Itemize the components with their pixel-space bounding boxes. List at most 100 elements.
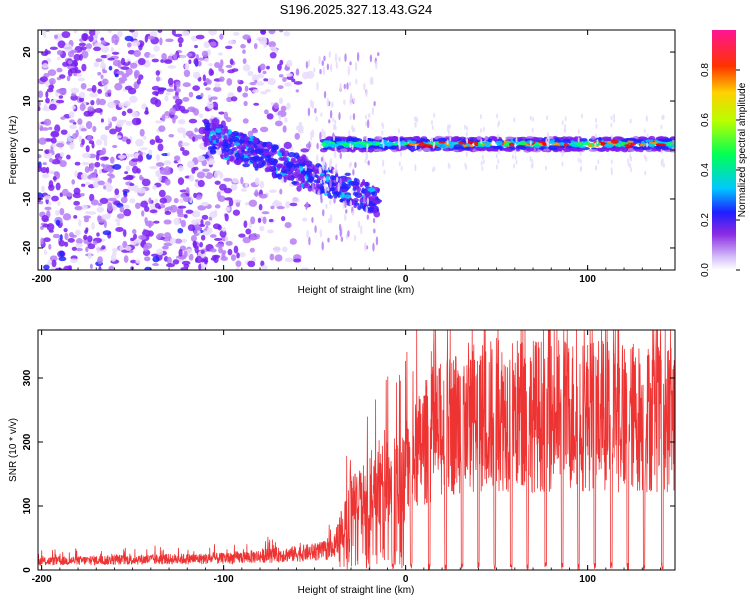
heat-cell (307, 59, 311, 68)
heat-cell (248, 199, 258, 207)
heat-cell (68, 111, 75, 119)
heat-cell (199, 241, 203, 248)
heat-cell (160, 59, 165, 63)
heat-cell (646, 133, 649, 139)
heat-cell (148, 197, 152, 205)
heat-cell (260, 30, 267, 35)
heat-cell (282, 170, 288, 174)
heat-cell (207, 94, 212, 99)
heat-cell (256, 156, 264, 162)
heat-cell (155, 234, 162, 240)
heat-cell (235, 260, 242, 267)
heat-cell (119, 245, 124, 251)
heat-cell (226, 78, 233, 86)
heat-cell (94, 161, 101, 168)
heat-cell (409, 143, 419, 146)
heat-cell (480, 127, 483, 133)
heat-cell (228, 198, 234, 207)
heat-cell (543, 148, 550, 152)
heat-cell (339, 177, 342, 187)
heat-cell (482, 126, 485, 132)
heat-cell (107, 89, 112, 94)
heat-cell (128, 175, 134, 180)
heat-cell (251, 74, 259, 82)
heat-cell (569, 147, 577, 152)
heat-cell (201, 214, 209, 220)
heat-cell (375, 236, 379, 246)
heat-cell (377, 52, 380, 57)
heat-cell (120, 119, 127, 123)
heat-cell (62, 61, 69, 67)
heat-cell (51, 159, 61, 165)
heat-cell (495, 164, 498, 170)
heat-cell (263, 78, 269, 82)
heat-cell (214, 180, 221, 185)
heat-cell (107, 167, 114, 173)
heat-cell (561, 161, 564, 167)
heat-cell (315, 163, 321, 168)
heat-cell (112, 144, 118, 149)
heat-cell (334, 119, 337, 125)
heat-cell (645, 156, 648, 162)
heat-cell (208, 122, 216, 126)
snr-ytick-label: 0 (22, 567, 33, 573)
heat-cell (206, 227, 213, 234)
heat-cell (78, 135, 82, 143)
heat-cell (319, 179, 323, 184)
heat-cell (208, 30, 217, 36)
heat-cell (269, 189, 277, 194)
heat-cell (108, 265, 115, 270)
heat-cell (195, 134, 204, 140)
heat-cell (229, 58, 234, 65)
heat-cell (121, 110, 127, 116)
heat-cell (217, 224, 222, 231)
heat-cell (629, 137, 636, 141)
heat-cell (508, 142, 515, 147)
heat-cell (126, 42, 132, 48)
heat-cell (133, 49, 141, 58)
heat-cell (546, 115, 549, 121)
heat-cell (321, 128, 324, 138)
heat-cell (345, 209, 348, 214)
heat-cell (72, 192, 82, 199)
heat-cell (215, 123, 222, 129)
heat-cell (110, 156, 115, 164)
heat-cell (472, 137, 477, 141)
heat-cell (194, 245, 199, 254)
heat-cell (181, 238, 187, 243)
heat-cell (93, 46, 102, 52)
heat-cell (531, 127, 534, 133)
heat-cell (371, 191, 378, 197)
heat-cell (149, 209, 158, 214)
heat-cell (531, 162, 534, 168)
heat-cell (67, 60, 73, 65)
heat-cell (289, 202, 298, 207)
heat-cell (236, 252, 240, 259)
heat-cell (114, 218, 121, 223)
heat-cell (383, 169, 386, 175)
heat-cell (219, 33, 224, 40)
heat-cell (158, 174, 162, 183)
heat-cell (59, 74, 66, 79)
heat-cell (177, 228, 184, 234)
heat-cell (588, 148, 598, 152)
heat-cell (92, 125, 97, 133)
heat-cell (51, 195, 59, 202)
heat-cell (53, 171, 60, 176)
heat-cell (173, 33, 183, 37)
heat-cell (556, 147, 565, 151)
heat-cell (284, 82, 292, 87)
heat-cell (305, 160, 311, 166)
heat-cell (97, 256, 103, 265)
heat-cell (110, 254, 117, 262)
heat-cell (301, 217, 308, 222)
spectrogram-ytick-label: -10 (22, 191, 33, 206)
heat-cell (504, 148, 513, 152)
heat-cell (245, 228, 252, 235)
heat-cell (388, 142, 394, 145)
heat-cell (87, 243, 96, 250)
heat-cell (535, 137, 540, 141)
heat-cell (515, 148, 521, 152)
heat-cell (130, 266, 134, 270)
heat-cell (182, 149, 190, 156)
